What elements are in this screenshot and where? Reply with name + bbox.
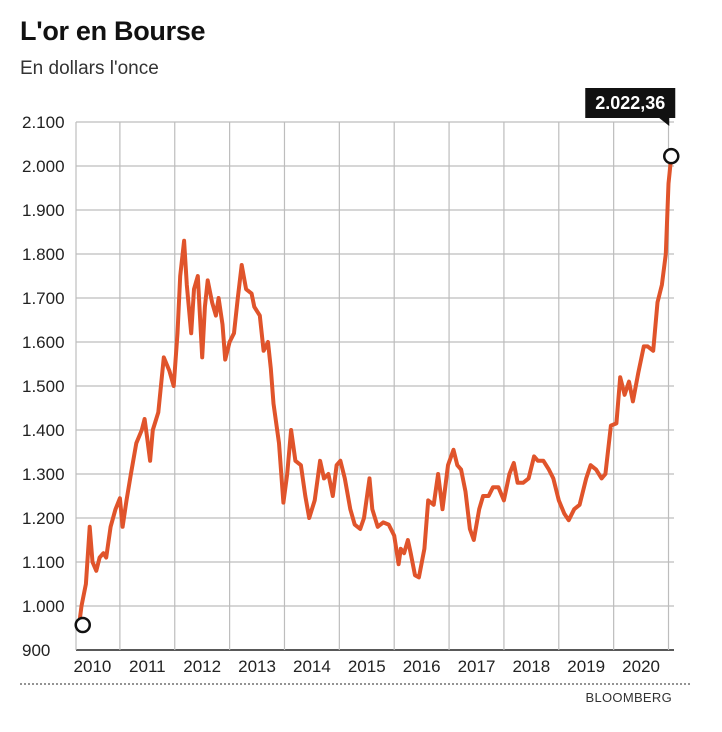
chart-subtitle: En dollars l'once [20,58,159,79]
x-tick-label: 2012 [183,657,221,676]
x-tick-label: 2016 [403,657,441,676]
annotation-box [585,88,676,118]
y-tick-label: 2.000 [22,157,65,176]
start-point-marker [74,616,91,634]
y-tick-label: 1.000 [22,597,65,616]
y-tick-label: 1.700 [22,289,65,308]
y-tick-label: 1.400 [22,421,65,440]
x-tick-label: 2020 [622,657,660,676]
y-tick-label: 900 [22,641,50,660]
x-tick-label: 2011 [129,657,166,676]
x-tick-label: 2013 [238,657,276,676]
y-tick-label: 2.100 [22,113,65,132]
x-tick-label: 2010 [74,657,112,676]
end-point-marker [663,147,680,165]
annotation-pointer [659,118,670,126]
x-tick-label: 2014 [293,657,331,676]
y-tick-label: 1.300 [22,465,65,484]
source-label: BLOOMBERG [585,690,672,705]
y-tick-label: 1.800 [22,245,65,264]
y-tick-label: 1.100 [22,553,65,572]
annotation-value: 2.022,36 [595,93,665,113]
y-tick-label: 1.500 [22,377,65,396]
x-tick-label: 2017 [458,657,496,676]
x-tick-label: 2015 [348,657,386,676]
x-tick-label: 2019 [567,657,605,676]
y-tick-label: 1.900 [22,201,65,220]
y-tick-label: 1.200 [22,509,65,528]
chart-title: L'or en Bourse [20,16,206,46]
x-tick-label: 2018 [512,657,550,676]
gold-price-line [76,154,674,630]
y-tick-label: 1.600 [22,333,65,352]
